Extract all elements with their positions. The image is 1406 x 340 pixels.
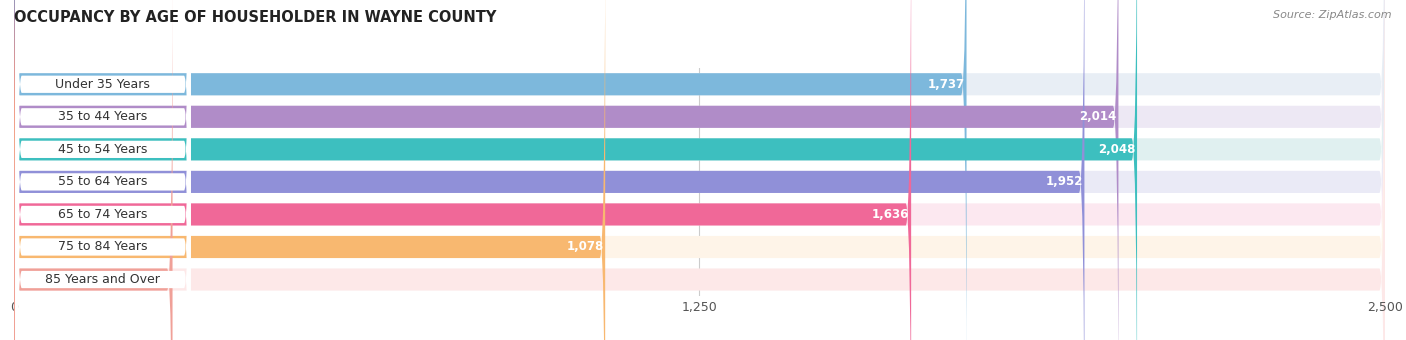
Text: 85 Years and Over: 85 Years and Over (45, 273, 160, 286)
Text: 35 to 44 Years: 35 to 44 Years (58, 110, 148, 123)
FancyBboxPatch shape (14, 0, 173, 340)
FancyBboxPatch shape (14, 0, 1084, 340)
Text: 65 to 74 Years: 65 to 74 Years (58, 208, 148, 221)
Text: Source: ZipAtlas.com: Source: ZipAtlas.com (1274, 10, 1392, 20)
FancyBboxPatch shape (15, 0, 191, 340)
Text: 289: 289 (146, 273, 172, 286)
FancyBboxPatch shape (14, 0, 1385, 340)
FancyBboxPatch shape (14, 0, 1137, 340)
FancyBboxPatch shape (15, 0, 191, 340)
Text: 2,014: 2,014 (1080, 110, 1116, 123)
FancyBboxPatch shape (15, 0, 191, 340)
Text: 75 to 84 Years: 75 to 84 Years (58, 240, 148, 254)
Text: 1,952: 1,952 (1046, 175, 1083, 188)
FancyBboxPatch shape (15, 0, 191, 340)
Text: 1,078: 1,078 (567, 240, 603, 254)
FancyBboxPatch shape (15, 0, 191, 340)
FancyBboxPatch shape (14, 0, 1118, 340)
FancyBboxPatch shape (14, 0, 605, 340)
FancyBboxPatch shape (14, 0, 966, 340)
FancyBboxPatch shape (14, 0, 1385, 340)
Text: 2,048: 2,048 (1098, 143, 1136, 156)
Text: OCCUPANCY BY AGE OF HOUSEHOLDER IN WAYNE COUNTY: OCCUPANCY BY AGE OF HOUSEHOLDER IN WAYNE… (14, 10, 496, 25)
FancyBboxPatch shape (14, 0, 911, 340)
FancyBboxPatch shape (15, 0, 191, 340)
FancyBboxPatch shape (14, 0, 1385, 340)
FancyBboxPatch shape (14, 0, 1385, 340)
Text: 1,737: 1,737 (928, 78, 965, 91)
FancyBboxPatch shape (15, 0, 191, 340)
Text: 55 to 64 Years: 55 to 64 Years (58, 175, 148, 188)
FancyBboxPatch shape (14, 0, 1385, 340)
FancyBboxPatch shape (14, 0, 1385, 340)
Text: 1,636: 1,636 (872, 208, 910, 221)
Text: 45 to 54 Years: 45 to 54 Years (58, 143, 148, 156)
FancyBboxPatch shape (14, 0, 1385, 340)
Text: Under 35 Years: Under 35 Years (55, 78, 150, 91)
